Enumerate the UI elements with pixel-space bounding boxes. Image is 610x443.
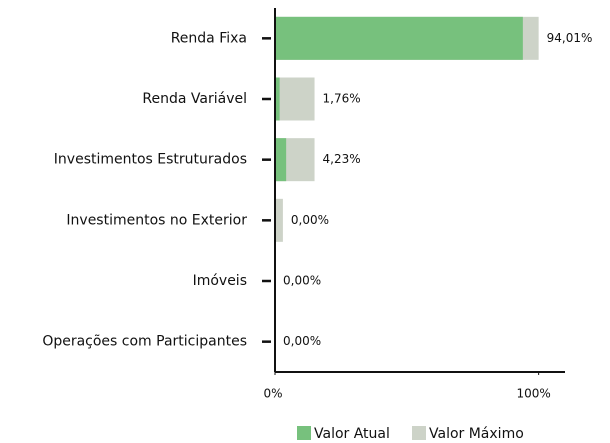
bar bbox=[275, 16, 523, 60]
legend-label: Valor Máximo bbox=[429, 426, 524, 442]
x-tick-label: 0% bbox=[263, 387, 282, 401]
value-label: 0,00% bbox=[291, 213, 329, 227]
category-label: Investimentos Estruturados bbox=[54, 152, 247, 168]
value-label: 0,00% bbox=[283, 334, 321, 348]
bar bbox=[275, 77, 280, 121]
legend-label: Valor Atual bbox=[314, 426, 390, 442]
value-label: 0,00% bbox=[283, 274, 321, 288]
category-label: Renda Fixa bbox=[171, 30, 247, 46]
category-label: Imóveis bbox=[193, 273, 247, 289]
bar bbox=[275, 138, 287, 182]
x-tick-label: 100% bbox=[516, 387, 550, 401]
bar bbox=[275, 77, 315, 121]
legend-swatch bbox=[297, 426, 311, 440]
bar bbox=[275, 198, 283, 242]
legend-swatch bbox=[412, 426, 426, 440]
category-label: Investimentos no Exterior bbox=[66, 212, 247, 228]
category-label: Renda Variável bbox=[142, 91, 247, 107]
value-label: 1,76% bbox=[323, 92, 361, 106]
value-label: 94,01% bbox=[547, 31, 593, 45]
value-label: 4,23% bbox=[323, 152, 361, 166]
category-label: Operações com Participantes bbox=[42, 334, 247, 350]
